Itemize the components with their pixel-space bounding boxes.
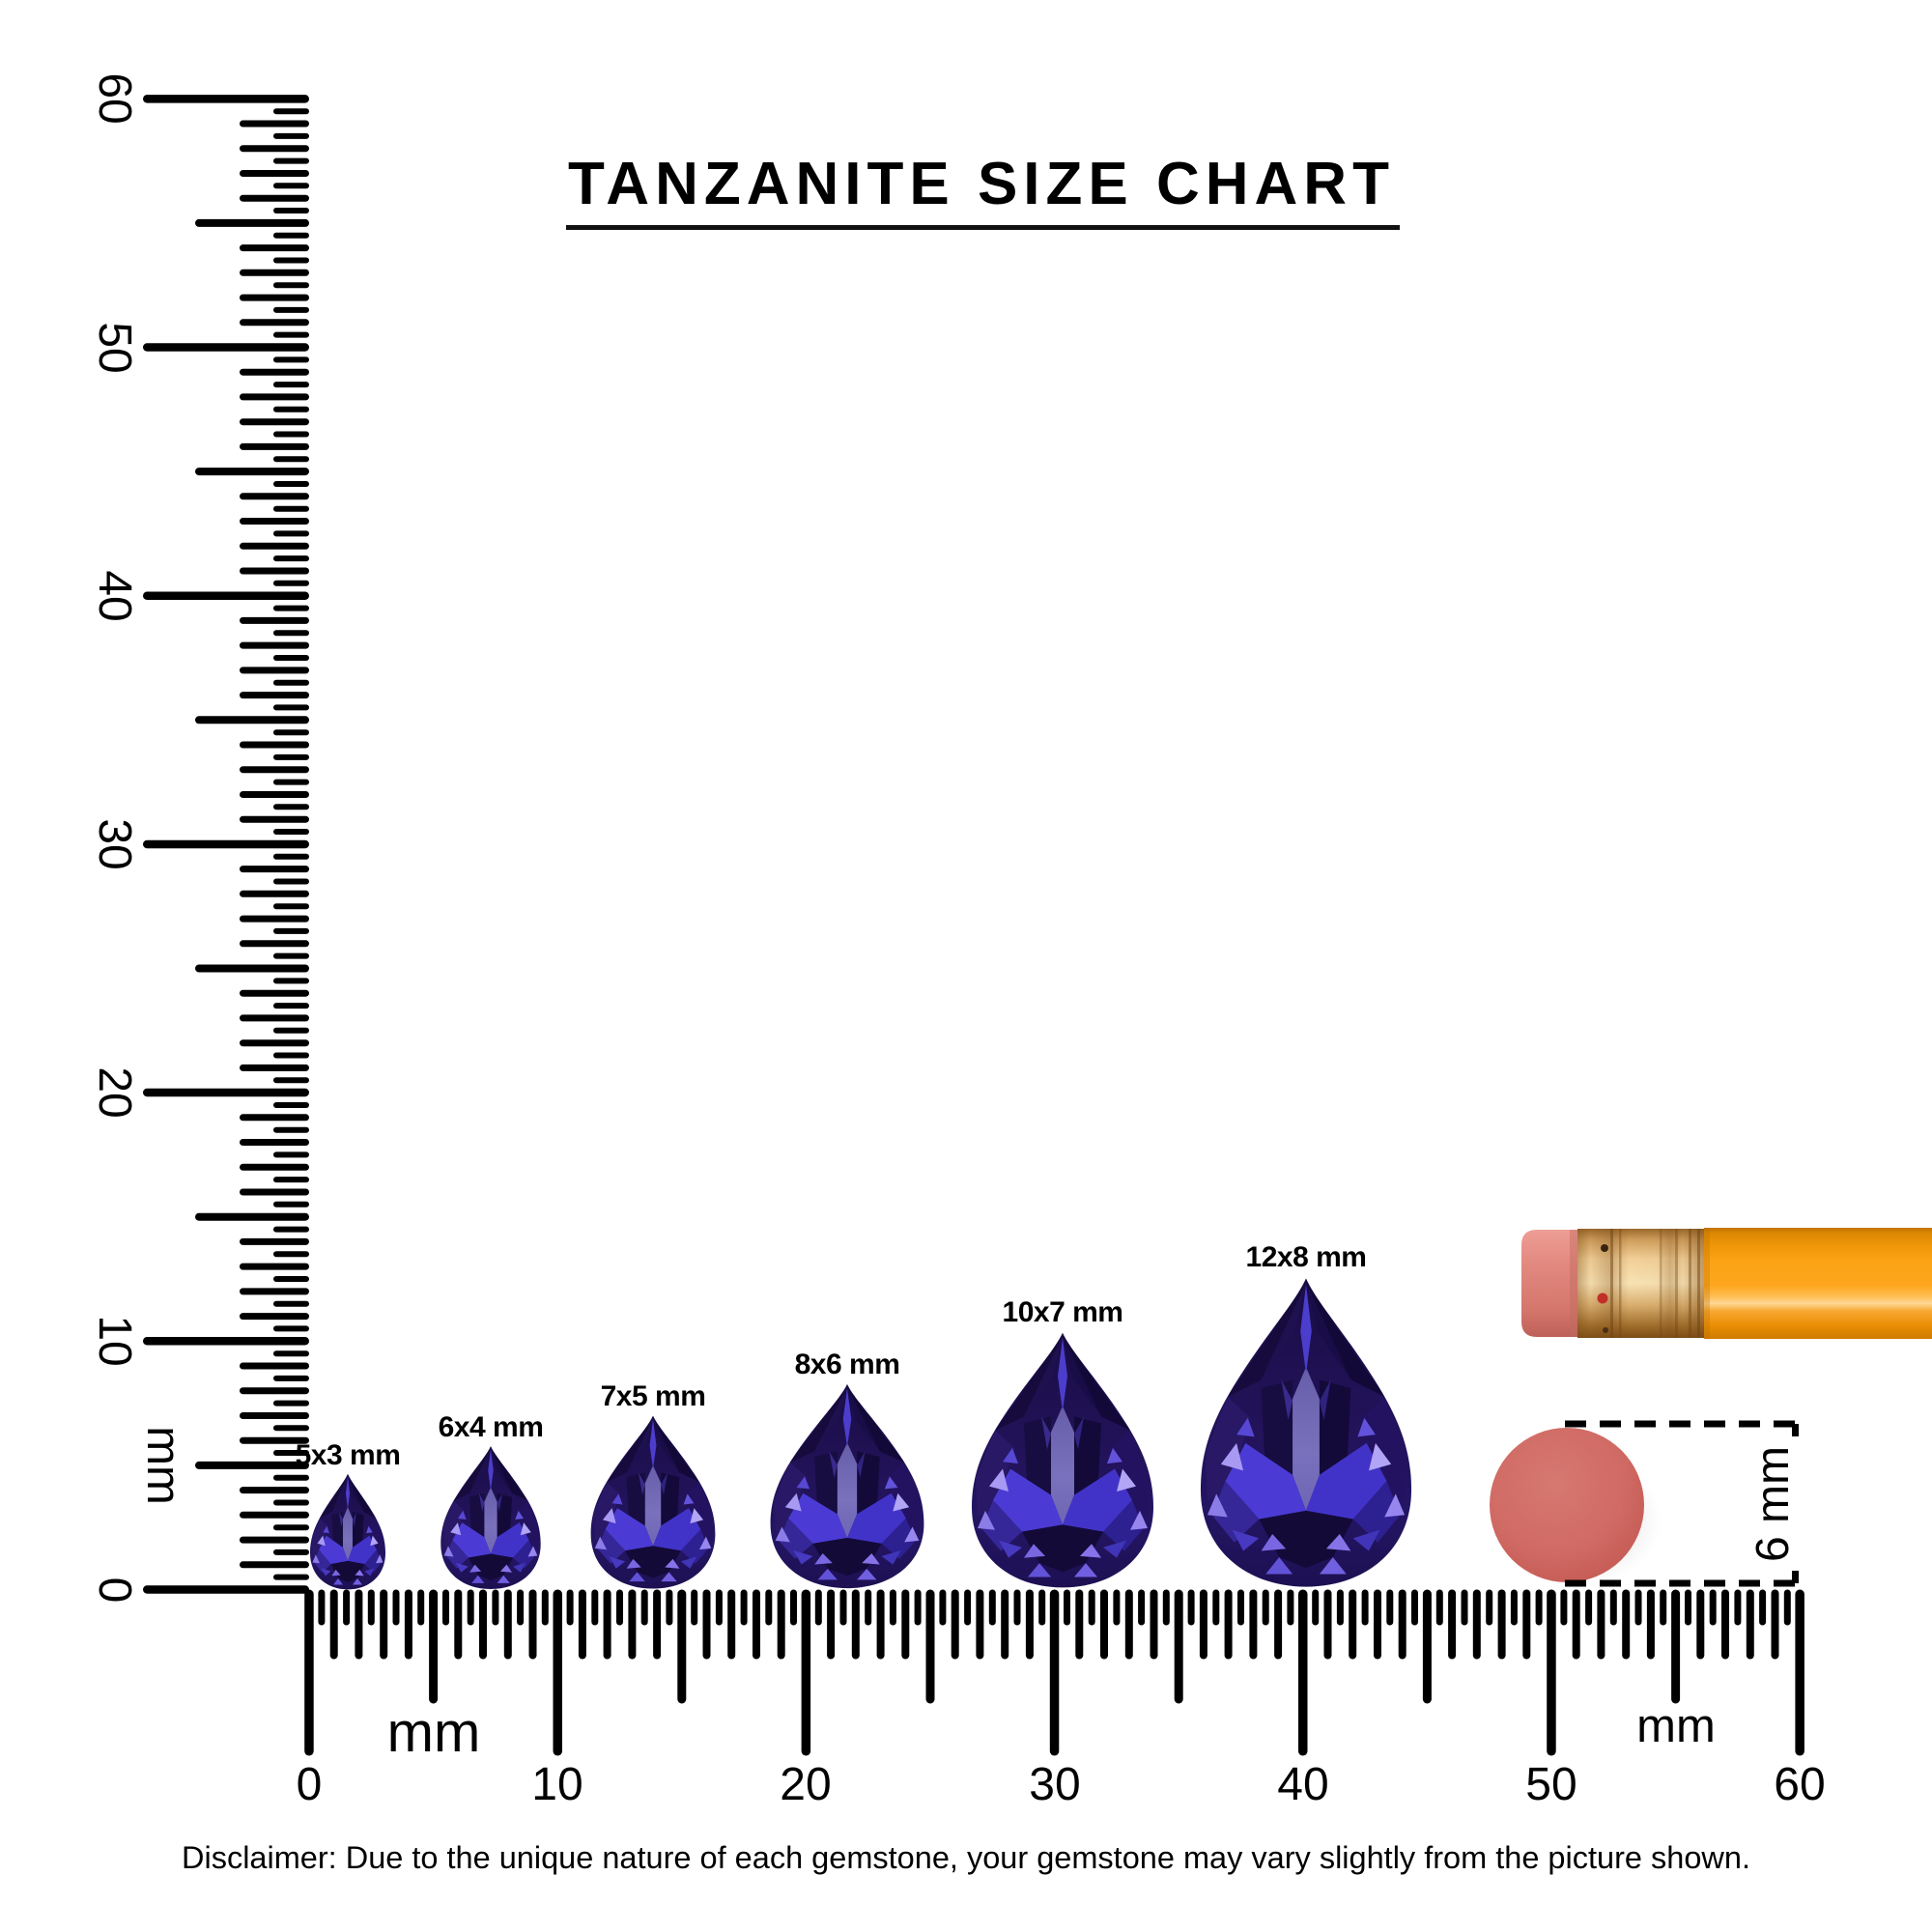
svg-text:30: 30 bbox=[1029, 1759, 1080, 1810]
svg-text:10: 10 bbox=[531, 1759, 582, 1810]
svg-text:30: 30 bbox=[89, 818, 140, 869]
svg-text:12x8 mm: 12x8 mm bbox=[1246, 1241, 1367, 1273]
svg-text:20: 20 bbox=[780, 1759, 831, 1810]
svg-text:10: 10 bbox=[89, 1315, 140, 1366]
svg-text:50: 50 bbox=[1525, 1759, 1577, 1810]
svg-text:8x6 mm: 8x6 mm bbox=[795, 1349, 900, 1380]
svg-text:0: 0 bbox=[297, 1759, 323, 1810]
svg-text:60: 60 bbox=[89, 72, 140, 124]
svg-text:mm: mm bbox=[137, 1426, 189, 1505]
svg-text:mm: mm bbox=[387, 1701, 481, 1764]
svg-text:7x5 mm: 7x5 mm bbox=[601, 1380, 706, 1412]
svg-text:6x4 mm: 6x4 mm bbox=[439, 1411, 544, 1443]
svg-text:mm: mm bbox=[1636, 1700, 1716, 1752]
svg-text:TANZANITE SIZE CHART: TANZANITE SIZE CHART bbox=[568, 151, 1395, 217]
svg-text:40: 40 bbox=[1277, 1759, 1328, 1810]
svg-text:Disclaimer: Due to the unique: Disclaimer: Due to the unique nature of … bbox=[182, 1840, 1750, 1875]
svg-text:6 mm: 6 mm bbox=[1747, 1446, 1799, 1562]
svg-text:10x7 mm: 10x7 mm bbox=[1003, 1296, 1123, 1328]
svg-text:5x3 mm: 5x3 mm bbox=[296, 1439, 401, 1471]
svg-text:20: 20 bbox=[89, 1066, 140, 1118]
svg-text:0: 0 bbox=[89, 1577, 140, 1604]
svg-text:40: 40 bbox=[89, 570, 140, 621]
svg-text:60: 60 bbox=[1774, 1759, 1825, 1810]
svg-text:50: 50 bbox=[89, 322, 140, 373]
